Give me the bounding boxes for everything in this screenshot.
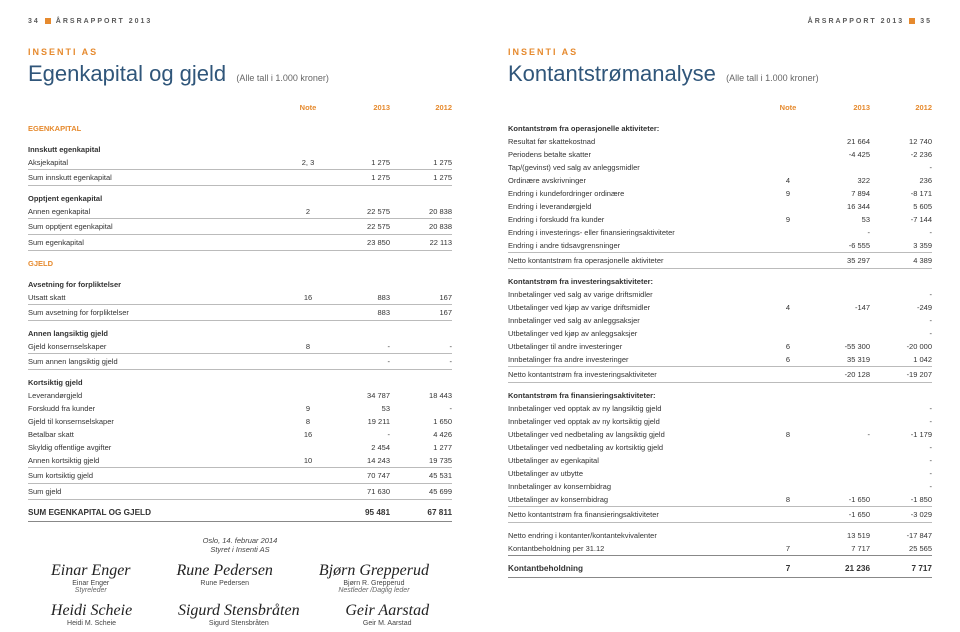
company-name-right: INSENTI AS [508, 47, 932, 57]
signature-icon: Sigurd Stensbråten [178, 602, 300, 620]
signature-icon: Rune Pedersen [177, 562, 273, 580]
col-2013: 2013 [808, 101, 870, 114]
signer-6: Geir Aarstad Geir M. Aarstad [345, 602, 429, 627]
report-label: ÅRSRAPPORT 2013 [56, 18, 153, 25]
avsetning-head: Avsetning for forpliktelser [28, 270, 452, 291]
kontantbeholdning: Kontantbeholdning [508, 556, 768, 578]
page-header-right: ÅRSRAPPORT 2013 35 [508, 18, 932, 25]
opptjent-head: Opptjent egenkapital [28, 186, 452, 206]
orange-square-icon [909, 18, 915, 24]
fin-head: Kontantstrøm fra finansieringsaktivitete… [508, 383, 932, 403]
orange-square-icon [45, 18, 51, 24]
sign-date: Oslo, 14. februar 2014 [28, 536, 452, 545]
sign-board: Styret i Insenti AS [28, 545, 452, 554]
page-title-left: Egenkapital og gjeld [28, 61, 226, 87]
gjeld-head: GJELD [28, 251, 452, 271]
kortsiktig-head: Kortsiktig gjeld [28, 370, 452, 390]
signature-icon: Heidi Scheie [51, 602, 132, 620]
ops-head: Kontantstrøm fra operasjonelle aktivitet… [508, 114, 932, 135]
signer-1: Einar Enger Einar Enger Styreleder [51, 562, 131, 594]
company-name-left: INSENTI AS [28, 47, 452, 57]
signer-4: Heidi Scheie Heidi M. Scheie [51, 602, 132, 627]
inv-head: Kontantstrøm fra investeringsaktiviteter… [508, 269, 932, 289]
sum-total: SUM EGENKAPITAL OG GJELD [28, 500, 288, 522]
page-title-right: Kontantstrømanalyse [508, 61, 716, 87]
page-number-right: 35 [920, 18, 932, 25]
signature-block: Oslo, 14. februar 2014 Styret i Insenti … [28, 536, 452, 627]
equity-table: Note 2013 2012 EGENKAPITAL Innskutt egen… [28, 101, 452, 522]
egenkapital-head: EGENKAPITAL [28, 114, 452, 135]
signature-icon: Einar Enger [51, 562, 131, 580]
signer-2: Rune Pedersen Rune Pedersen [177, 562, 273, 594]
col-2012: 2012 [390, 101, 452, 114]
annen-lang-head: Annen langsiktig gjeld [28, 321, 452, 341]
signer-3: Bjørn Grepperud Bjørn R. Grepperud Nestl… [319, 562, 429, 594]
page-number-left: 34 [28, 18, 40, 25]
col-note: Note [288, 101, 328, 114]
subtitle-right: (Alle tall i 1.000 kroner) [726, 73, 819, 83]
innskutt-head: Innskutt egenkapital [28, 135, 452, 156]
page-right: ÅRSRAPPORT 2013 35 INSENTI AS Kontantstr… [480, 0, 960, 632]
cashflow-table: Note 2013 2012 Kontantstrøm fra operasjo… [508, 101, 932, 578]
col-2012: 2012 [870, 101, 932, 114]
signature-icon: Geir Aarstad [345, 602, 429, 620]
col-note: Note [768, 101, 808, 114]
page-left: 34 ÅRSRAPPORT 2013 INSENTI AS Egenkapita… [0, 0, 480, 632]
subtitle-left: (Alle tall i 1.000 kroner) [236, 73, 329, 83]
signature-icon: Bjørn Grepperud [319, 562, 429, 580]
col-2013: 2013 [328, 101, 390, 114]
page-header-left: 34 ÅRSRAPPORT 2013 [28, 18, 452, 25]
report-label: ÅRSRAPPORT 2013 [808, 18, 905, 25]
signer-5: Sigurd Stensbråten Sigurd Stensbråten [178, 602, 300, 627]
